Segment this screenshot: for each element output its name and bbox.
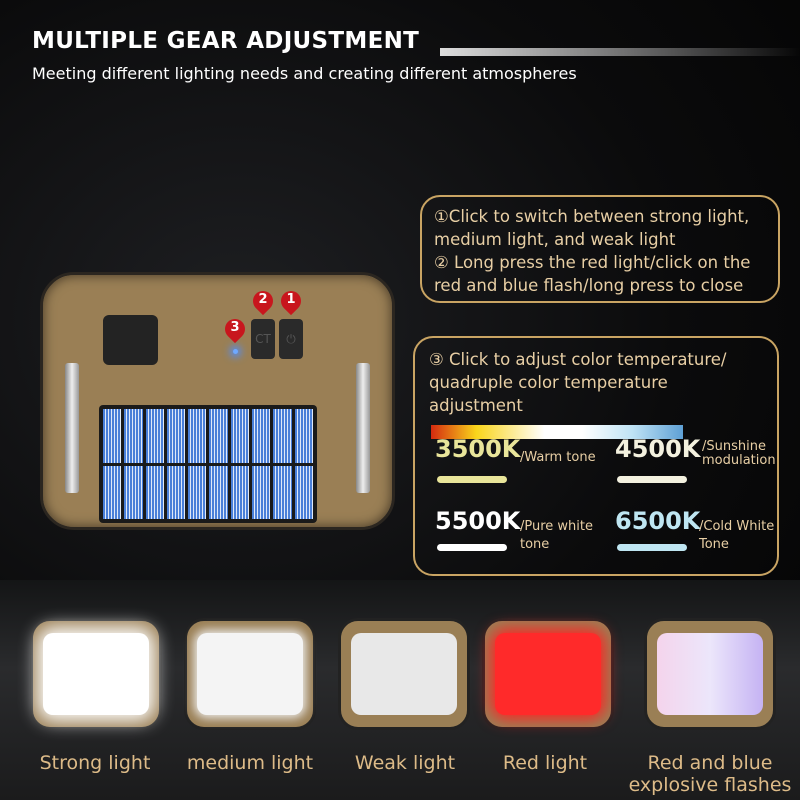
title-underline [440, 48, 800, 56]
side-light-right [356, 363, 370, 493]
solar-cell [252, 465, 271, 519]
temp-5500-desc: /Pure white tone [520, 519, 593, 552]
mode-label-strong: Strong light [39, 752, 151, 774]
marker-2-label: 2 [258, 292, 268, 307]
solar-panel [99, 405, 317, 523]
temp-6500-desc: /Cold White Tone [699, 519, 775, 552]
ct-button: CT [251, 319, 275, 359]
solar-cell [145, 465, 164, 519]
mode-label-medium: medium light [186, 752, 314, 774]
page-subtitle: Meeting different lighting needs and cre… [32, 64, 577, 83]
color-temp-gradient [431, 425, 683, 439]
temp-6500-value: 6500K [615, 507, 701, 535]
temp-5500-swatch [437, 544, 507, 551]
temp-4500-swatch [617, 476, 687, 483]
mode-medium-image [184, 618, 316, 730]
marker-1-label: 1 [286, 292, 296, 307]
instruction-box-color-temp: ③ Click to adjust color temperature/ qua… [413, 336, 779, 576]
solar-cell [294, 409, 313, 463]
instruction-box-buttons: ①Click to switch between strong light, m… [420, 195, 780, 303]
solar-cell [103, 465, 122, 519]
lantern-main-image: CT ⏻ 2 1 3 [40, 272, 395, 530]
temp-6500-swatch [617, 544, 687, 551]
solar-cell [188, 465, 207, 519]
temp-4500-desc: /Sunshine modulation [702, 439, 776, 468]
solar-cell [145, 409, 164, 463]
solar-cell [188, 409, 207, 463]
mode-strong-image [30, 618, 162, 730]
solar-cell [103, 409, 122, 463]
step2-text: ② Long press the red light/click on the … [434, 253, 751, 295]
solar-cell [294, 465, 313, 519]
mode-label-red: Red light [502, 752, 588, 774]
solar-cell [209, 465, 228, 519]
solar-cell [209, 409, 228, 463]
side-light-left [65, 363, 79, 493]
indicator-led-active [233, 349, 238, 354]
mode-label-flash: Red and blue explosive flashes [628, 752, 792, 796]
mode-weak-image [338, 618, 470, 730]
solar-cell [273, 409, 292, 463]
solar-cell [230, 465, 250, 519]
mode-flash-image [644, 618, 776, 730]
marker-3-label: 3 [230, 320, 240, 335]
temp-3500-desc: /Warm tone [520, 450, 596, 465]
power-button: ⏻ [279, 319, 303, 359]
solar-cell [273, 465, 292, 519]
solar-cell [124, 465, 143, 519]
solar-cell [252, 409, 271, 463]
temp-3500-swatch [437, 476, 507, 483]
solar-cell [166, 409, 186, 463]
solar-cell [124, 409, 143, 463]
solar-cell [230, 409, 250, 463]
mode-label-weak: Weak light [354, 752, 456, 774]
page-title: MULTIPLE GEAR ADJUSTMENT [32, 28, 420, 54]
solar-cell [166, 465, 186, 519]
temp-5500-value: 5500K [435, 507, 521, 535]
mode-red-image [482, 618, 614, 730]
usb-port [103, 315, 158, 365]
temp-3500-value: 3500K [435, 435, 521, 463]
temp-4500-value: 4500K [615, 435, 701, 463]
step3-text: ③ Click to adjust color temperature/ qua… [429, 350, 727, 415]
step1-text: ①Click to switch between strong light, m… [434, 207, 750, 249]
